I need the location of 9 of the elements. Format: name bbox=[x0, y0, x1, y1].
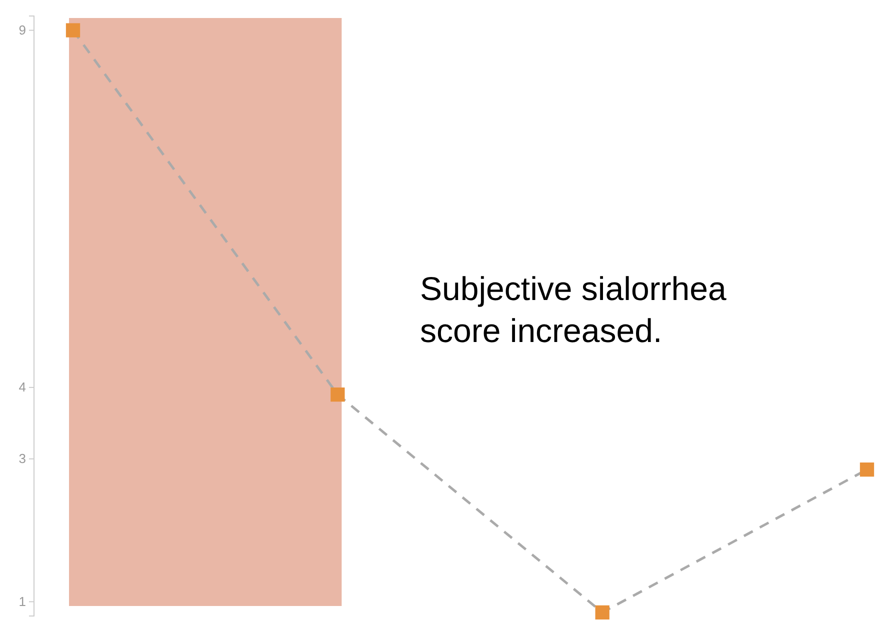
y-tick-label: 1 bbox=[18, 594, 26, 609]
y-tick-label: 4 bbox=[18, 380, 26, 395]
point bbox=[595, 605, 610, 620]
y-tick-label: 9 bbox=[18, 22, 26, 38]
annotation: Subjective sialorrhea score increased. bbox=[420, 270, 727, 349]
point bbox=[330, 388, 345, 402]
point bbox=[860, 462, 874, 477]
y-tick-label: 3 bbox=[18, 451, 26, 466]
point bbox=[66, 23, 80, 38]
